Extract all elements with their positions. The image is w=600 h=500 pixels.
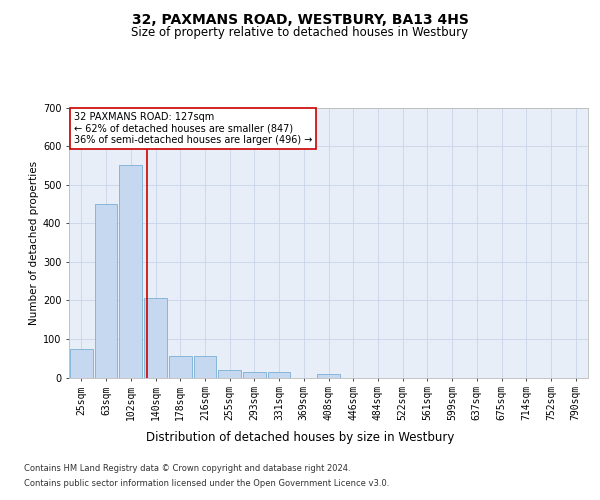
Bar <box>169 356 191 378</box>
Bar <box>119 166 142 378</box>
Y-axis label: Number of detached properties: Number of detached properties <box>29 160 38 324</box>
Text: Contains public sector information licensed under the Open Government Licence v3: Contains public sector information licen… <box>24 478 389 488</box>
Bar <box>70 348 93 378</box>
Bar <box>243 372 266 378</box>
Bar <box>218 370 241 378</box>
Bar <box>144 298 167 378</box>
Text: Size of property relative to detached houses in Westbury: Size of property relative to detached ho… <box>131 26 469 39</box>
Bar <box>268 372 290 378</box>
Text: 32 PAXMANS ROAD: 127sqm
← 62% of detached houses are smaller (847)
36% of semi-d: 32 PAXMANS ROAD: 127sqm ← 62% of detache… <box>74 112 313 145</box>
Bar <box>194 356 216 378</box>
Text: 32, PAXMANS ROAD, WESTBURY, BA13 4HS: 32, PAXMANS ROAD, WESTBURY, BA13 4HS <box>131 12 469 26</box>
Bar <box>317 374 340 378</box>
Text: Distribution of detached houses by size in Westbury: Distribution of detached houses by size … <box>146 431 454 444</box>
Text: Contains HM Land Registry data © Crown copyright and database right 2024.: Contains HM Land Registry data © Crown c… <box>24 464 350 473</box>
Bar <box>95 204 118 378</box>
